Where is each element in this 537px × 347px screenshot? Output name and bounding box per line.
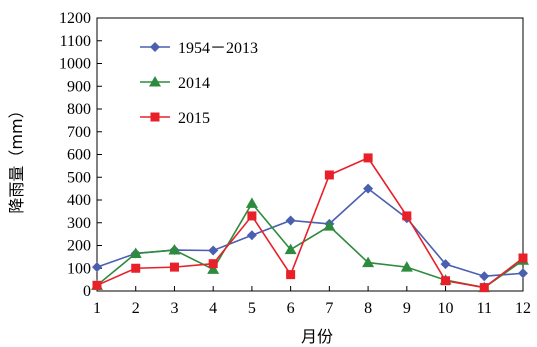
legend-label: 2015 (178, 110, 210, 127)
series-2 (91, 197, 529, 293)
data-point (284, 243, 297, 255)
y-tick-label: 1200 (59, 10, 91, 27)
data-point (168, 244, 181, 255)
series-line (96, 156, 524, 289)
data-point (400, 261, 413, 272)
data-point (479, 283, 489, 293)
y-tick-label: 400 (67, 192, 91, 209)
legend-item: 2014 (140, 75, 210, 92)
legend-label: 1954－2013 (178, 40, 258, 57)
data-point (245, 197, 258, 208)
y-tick-label: 900 (67, 78, 91, 95)
x-tick-label: 7 (325, 300, 333, 317)
series-line (96, 187, 524, 278)
data-point (518, 253, 528, 263)
data-point (208, 259, 218, 269)
data-point (441, 276, 451, 286)
data-point (323, 220, 336, 231)
y-tick-label: 300 (67, 215, 91, 232)
legend: 1954－2013 2014 2015 (140, 40, 258, 127)
x-axis-title: 月份 (301, 327, 333, 346)
series-3 (92, 153, 528, 293)
legend-marker (150, 42, 160, 52)
y-tick-label: 0 (83, 283, 91, 300)
x-tick-label: 3 (170, 300, 178, 317)
data-point (363, 183, 374, 194)
data-point (247, 211, 257, 221)
data-point (362, 256, 375, 268)
data-point (440, 259, 451, 270)
x-tick-label: 10 (438, 300, 454, 317)
data-point (285, 215, 296, 226)
x-tick-label: 5 (248, 300, 256, 317)
y-axis-title: 降雨量（mm） (7, 102, 26, 213)
y-tick-label: 100 (67, 260, 91, 277)
series-group (91, 153, 529, 293)
x-tick-label: 1 (93, 300, 101, 317)
x-tick-label: 9 (403, 300, 411, 317)
legend-marker (149, 76, 161, 87)
x-tick-label: 11 (477, 300, 492, 317)
data-point (169, 262, 179, 272)
data-point (246, 230, 257, 241)
series-line (96, 202, 524, 289)
y-tick-label: 500 (67, 169, 91, 186)
legend-marker (150, 112, 160, 122)
x-tick-label: 6 (287, 300, 295, 317)
data-point (131, 263, 141, 273)
data-point (324, 170, 334, 180)
x-tick-label: 8 (364, 300, 372, 317)
y-tick-label: 700 (67, 124, 91, 141)
y-tick-label: 1100 (60, 33, 91, 50)
plot-frame (96, 17, 524, 292)
data-point (402, 211, 412, 221)
data-point (363, 153, 373, 163)
data-point (92, 262, 102, 273)
legend-item: 1954－2013 (140, 40, 258, 57)
data-point (207, 263, 220, 274)
data-point (479, 271, 490, 282)
x-tick-label: 2 (132, 300, 140, 317)
data-point (286, 270, 296, 280)
y-tick-label: 800 (67, 101, 91, 118)
data-point (92, 280, 102, 290)
axes: 0 100 200 300 400 500 600 700 800 900 1000 1100 1200… (59, 10, 531, 317)
data-point (208, 245, 219, 256)
legend-label: 2014 (178, 75, 210, 92)
x-tick-label: 4 (209, 300, 217, 317)
data-point (518, 268, 528, 279)
legend-item: 2015 (140, 110, 210, 127)
y-tick-label: 600 (67, 147, 91, 164)
y-tick-label: 1000 (59, 56, 91, 73)
y-tick-label: 200 (67, 238, 91, 255)
data-point (129, 247, 142, 258)
series-1 (92, 183, 528, 282)
x-tick-label: 12 (515, 300, 531, 317)
